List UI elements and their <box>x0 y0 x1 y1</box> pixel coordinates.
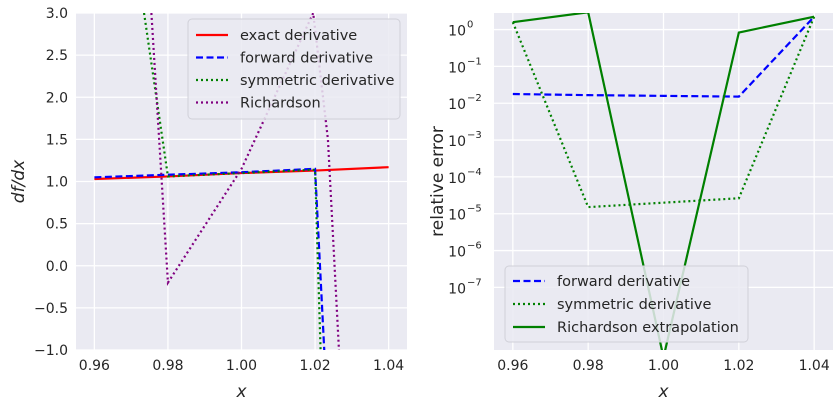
legend-entry: Richardson <box>240 96 321 112</box>
y-tick-label: 10 <box>448 208 466 224</box>
chart-derivatives: 0.96 0.98 1.00 1.02 1.04 −1.0 −0.5 0.0 0.5 1.0 1.5… <box>9 6 407 402</box>
x-tick-label: 1.04 <box>799 358 830 374</box>
series-line <box>512 15 815 98</box>
y-tick-label: 0.5 <box>46 217 68 233</box>
y-tick-label: 10 <box>448 60 466 76</box>
series-line <box>512 13 815 350</box>
series-line <box>511 16 816 209</box>
y-tick-label: 10 <box>448 97 466 113</box>
y-tick-label: 10 <box>448 171 466 187</box>
y-tick-label: 10 <box>448 134 466 150</box>
x-tick-label: 1.00 <box>226 358 257 374</box>
y-tick-exponent: −6 <box>467 241 482 252</box>
y-tick-exponent: −5 <box>467 204 482 215</box>
y-tick-label: 1.0 <box>46 175 68 191</box>
x-tick-label: 0.98 <box>152 358 183 374</box>
y-tick-exponent: −2 <box>467 93 482 104</box>
legend-entry: symmetric derivative <box>240 73 394 89</box>
series-line <box>142 13 322 350</box>
y-tick-label: −1.0 <box>34 343 68 359</box>
y-tick-exponent: −1 <box>467 56 482 67</box>
legend-entry: Richardson extrapolation <box>557 320 739 336</box>
y-tick-label: 10 <box>448 281 466 297</box>
y-tick-label: 3.0 <box>46 6 68 22</box>
y-tick-label: 2.0 <box>46 90 68 106</box>
x-tick-label: 0.98 <box>573 358 604 374</box>
x-tick-label: 0.96 <box>497 358 528 374</box>
x-tick-label: 1.04 <box>373 358 404 374</box>
x-tick-label: 0.96 <box>79 358 110 374</box>
y-tick-exponent: −4 <box>467 167 482 178</box>
x-axis-label: x <box>657 382 669 402</box>
legend <box>187 18 401 120</box>
y-tick-label: 1.5 <box>46 132 68 148</box>
x-axis-label: x <box>235 382 247 402</box>
x-tick-label: 1.02 <box>299 358 330 374</box>
legend-entry: forward derivative <box>557 274 690 290</box>
y-axis-label: df/dx <box>9 159 29 203</box>
y-tick-exponent: −3 <box>467 130 482 141</box>
y-tick-label: −0.5 <box>34 301 68 317</box>
y-tick-label: 0.0 <box>46 259 68 275</box>
legend <box>504 265 749 343</box>
y-tick-label: 10 <box>448 24 466 40</box>
y-tick-label: 10 <box>448 245 466 261</box>
x-tick-label: 1.00 <box>648 358 679 374</box>
legend-entry: symmetric derivative <box>557 297 711 313</box>
y-tick-exponent: 0 <box>467 20 473 31</box>
legend-entry: forward derivative <box>240 51 373 67</box>
y-tick-label: 2.5 <box>46 48 68 64</box>
series-line <box>94 167 326 350</box>
y-axis-label: relative error <box>428 126 448 237</box>
legend-entry: exact derivative <box>240 28 357 44</box>
x-tick-label: 1.02 <box>723 358 754 374</box>
y-tick-exponent: −7 <box>467 277 482 288</box>
